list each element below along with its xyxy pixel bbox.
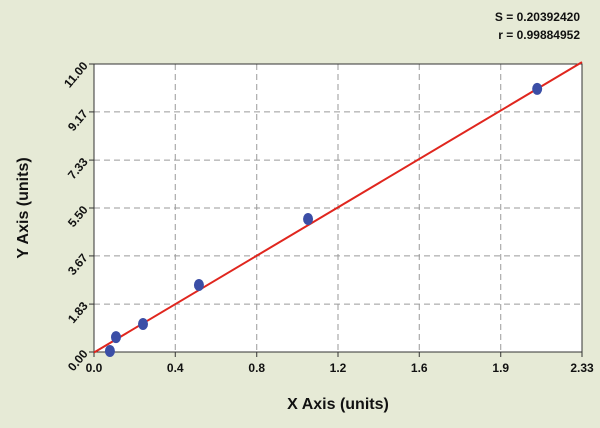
data-point [104, 344, 115, 357]
x-tick-label: 2.33 [570, 361, 594, 375]
x-axis-title: X Axis (units) [287, 396, 389, 413]
x-tick-label: 1.2 [330, 361, 347, 375]
y-tick-label: 11.00 [61, 59, 91, 91]
fit-line [93, 61, 583, 354]
data-point [110, 331, 121, 344]
plot-frame [93, 63, 583, 353]
x-tick-label: 1.9 [492, 361, 509, 375]
y-tick-label: 5.50 [65, 203, 91, 230]
x-tick-label: 0.4 [167, 361, 184, 375]
y-axis-title: Y Axis (units) [15, 157, 32, 258]
annotation: S = 0.20392420 [495, 10, 580, 24]
data-point [532, 82, 543, 95]
x-tick-label: 0.8 [248, 361, 265, 375]
data-point [193, 278, 204, 291]
data-point [138, 317, 149, 330]
y-tick-label: 9.17 [65, 107, 91, 134]
y-tick-label: 3.67 [65, 251, 91, 278]
y-tick-label: 7.33 [65, 155, 91, 182]
x-tick-label: 1.6 [411, 361, 428, 375]
data-point [303, 212, 314, 225]
x-tick-label: 0.0 [86, 361, 103, 375]
annotation: r = 0.99884952 [498, 28, 580, 42]
y-tick-label: 1.83 [65, 299, 91, 326]
